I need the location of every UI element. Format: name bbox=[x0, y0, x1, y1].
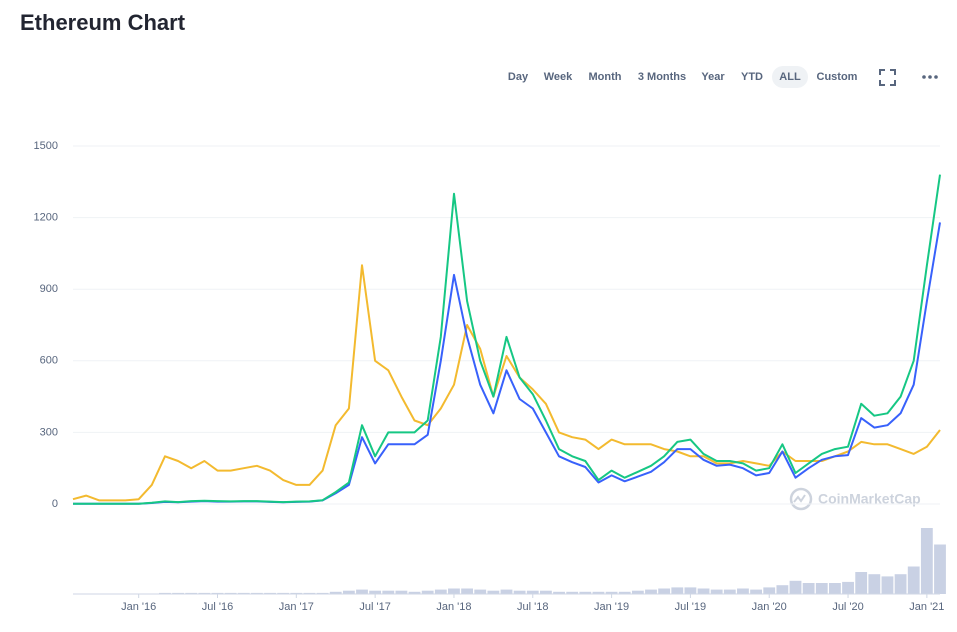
volume-bar bbox=[474, 589, 487, 594]
volume-bar bbox=[776, 585, 789, 594]
x-tick-label: Jul '16 bbox=[202, 601, 233, 613]
volume-bar bbox=[290, 592, 303, 594]
volume-bar bbox=[566, 591, 579, 594]
volume-bar bbox=[920, 528, 933, 594]
series-line bbox=[72, 264, 941, 502]
volume-bar bbox=[750, 589, 763, 594]
volume-bar bbox=[631, 590, 644, 594]
range-button[interactable]: Week bbox=[544, 71, 573, 83]
volume-bar bbox=[842, 581, 854, 594]
volume-bar bbox=[855, 572, 868, 594]
volume-bar bbox=[185, 592, 198, 594]
volume-bar bbox=[356, 589, 368, 594]
volume-bar bbox=[710, 589, 723, 594]
volume-bar bbox=[881, 576, 894, 594]
watermark: CoinMarketCap bbox=[789, 487, 921, 511]
volume-bar bbox=[382, 590, 395, 594]
y-tick-label: 1500 bbox=[34, 140, 58, 152]
volume-bar bbox=[723, 589, 736, 594]
volume-bar bbox=[250, 592, 263, 594]
x-tick-label: Jul '18 bbox=[517, 601, 548, 613]
range-button[interactable]: Day bbox=[508, 71, 529, 83]
volume-bar bbox=[763, 587, 776, 594]
volume-bar bbox=[592, 591, 605, 594]
volume-bar bbox=[645, 589, 657, 594]
x-tick-label: Jan '16 bbox=[121, 601, 156, 613]
volume-bar bbox=[907, 566, 920, 594]
volume-bar bbox=[802, 583, 815, 594]
volume-bar bbox=[421, 590, 434, 594]
volume-bar bbox=[487, 590, 500, 594]
chart-title: Ethereum Chart bbox=[20, 10, 186, 35]
x-tick-label: Jan '17 bbox=[279, 601, 314, 613]
more-icon[interactable] bbox=[922, 75, 938, 79]
volume-bar bbox=[605, 591, 618, 594]
volume-bar bbox=[868, 574, 881, 594]
x-tick-label: Jul '17 bbox=[359, 601, 390, 613]
range-button[interactable]: YTD bbox=[741, 71, 763, 83]
x-tick-label: Jan '21 bbox=[909, 601, 944, 613]
x-tick-label: Jul '19 bbox=[675, 601, 706, 613]
volume-bar bbox=[539, 590, 552, 594]
volume-bar bbox=[342, 590, 355, 594]
range-button[interactable]: ALL bbox=[779, 71, 801, 83]
volume-bar bbox=[461, 588, 474, 594]
x-tick-label: Jul '20 bbox=[832, 601, 863, 613]
volume-bar bbox=[618, 591, 631, 594]
volume-bar bbox=[277, 592, 290, 594]
x-tick-label: Jan '20 bbox=[752, 601, 787, 613]
range-button[interactable]: 3 Months bbox=[638, 71, 686, 83]
volume-bar bbox=[198, 592, 211, 594]
volume-bar bbox=[316, 592, 329, 594]
volume-bar bbox=[303, 592, 316, 594]
volume-bar bbox=[658, 588, 671, 594]
volume-bar bbox=[934, 544, 946, 594]
active-button-bg bbox=[772, 66, 808, 88]
volume-bar bbox=[579, 591, 592, 594]
y-tick-label: 600 bbox=[40, 355, 58, 367]
volume-bar bbox=[448, 588, 460, 594]
volume-bar bbox=[329, 591, 342, 594]
volume-bar bbox=[526, 590, 539, 594]
volume-bar bbox=[671, 587, 684, 594]
volume-bar bbox=[237, 592, 250, 594]
volume-bar bbox=[815, 583, 828, 594]
volume-bar bbox=[264, 592, 276, 594]
volume-bar bbox=[211, 592, 224, 594]
volume-bar bbox=[434, 589, 447, 594]
fullscreen-icon[interactable] bbox=[879, 69, 896, 86]
range-button[interactable]: Month bbox=[589, 71, 622, 83]
y-tick-label: 900 bbox=[40, 283, 58, 295]
watermark-text: CoinMarketCap bbox=[818, 491, 921, 507]
series-line bbox=[73, 174, 941, 505]
volume-bar bbox=[172, 592, 185, 594]
volume-bar bbox=[737, 588, 749, 594]
x-tick-label: Jan '18 bbox=[436, 601, 471, 613]
y-tick-label: 1200 bbox=[34, 212, 58, 224]
y-tick-label: 0 bbox=[52, 498, 58, 510]
volume-bar bbox=[789, 580, 802, 594]
volume-bar bbox=[894, 574, 907, 594]
volume-bar bbox=[684, 587, 697, 594]
volume-bar bbox=[224, 592, 237, 594]
x-tick-label: Jan '19 bbox=[594, 601, 629, 613]
range-button[interactable]: Custom bbox=[817, 71, 858, 83]
volume-bar bbox=[395, 590, 408, 594]
y-tick-label: 300 bbox=[40, 426, 58, 438]
volume-bar bbox=[553, 591, 565, 594]
volume-bar bbox=[408, 591, 421, 594]
volume-bar bbox=[500, 589, 513, 594]
volume-bar bbox=[697, 588, 710, 594]
volume-bar bbox=[828, 583, 841, 594]
volume-bar bbox=[159, 592, 171, 594]
volume-bar bbox=[513, 590, 526, 594]
volume-bar bbox=[369, 590, 382, 594]
range-button[interactable]: Year bbox=[701, 71, 725, 83]
